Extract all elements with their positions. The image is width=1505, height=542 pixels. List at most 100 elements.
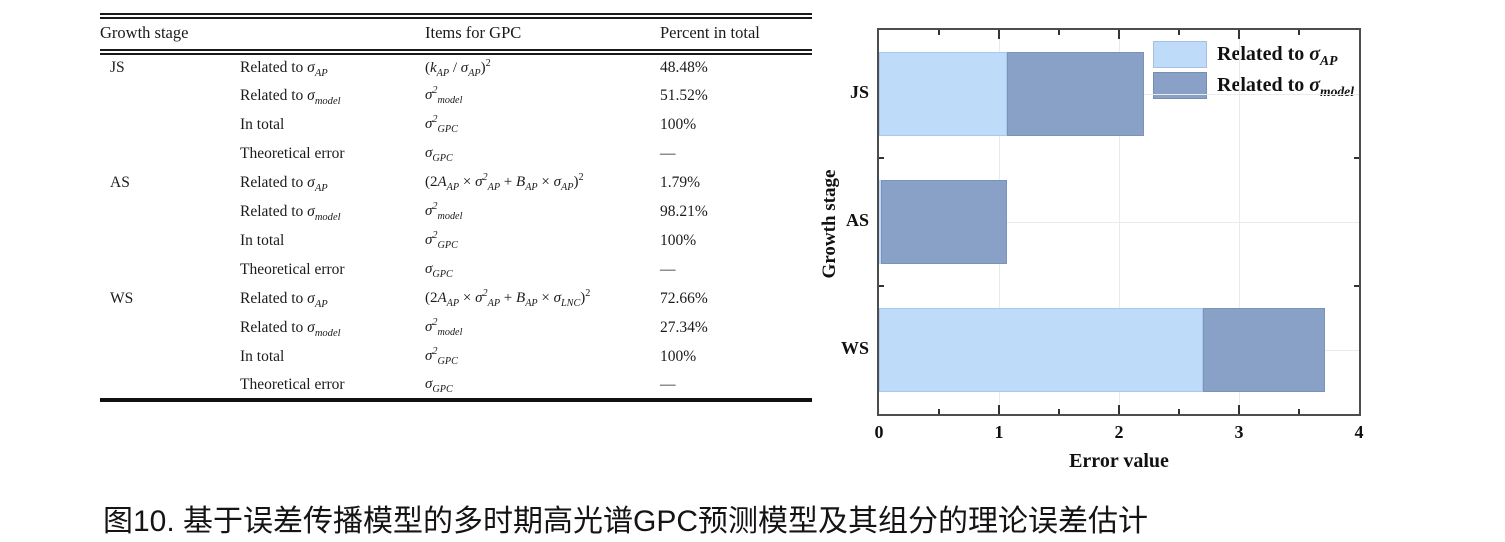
x-minor-tick: [1298, 409, 1300, 414]
plot-area: Related to σAP Related to σmodel: [877, 28, 1361, 416]
col-header-growth-stage: Growth stage: [100, 13, 425, 55]
cell-percent: —: [660, 260, 676, 278]
x-major-tick: [1238, 405, 1240, 414]
cell-stage: AS: [110, 173, 130, 191]
cell-stage: JS: [110, 59, 125, 76]
cell-percent: 27.34%: [660, 318, 708, 336]
cell-item: Theoretical error: [240, 371, 425, 402]
bar-segment-js: [1007, 52, 1145, 136]
cell-percent: 72.66%: [660, 289, 708, 307]
cell-stage: [100, 342, 240, 371]
cell-percent: 100%: [660, 231, 697, 249]
y-minor-tick-right: [1354, 157, 1359, 159]
x-minor-tick-top: [1058, 30, 1060, 35]
x-minor-tick: [1058, 409, 1060, 414]
y-category-label-as: AS: [845, 210, 869, 230]
cell-item: Related to σAP: [240, 289, 328, 310]
x-minor-tick-top: [938, 30, 940, 35]
cell-stage: [100, 110, 240, 139]
cell-formula: (kAP / σAP)2: [425, 57, 491, 79]
legend-entry: Related to σAP: [1153, 41, 1354, 68]
y-minor-tick: [879, 285, 884, 287]
cell-item: In total: [240, 231, 285, 249]
cell-stage: [100, 81, 240, 110]
cell-item: Theoretical error: [240, 260, 345, 278]
cell-formula: σGPC: [425, 371, 660, 402]
table-row: AS Related to σAP (2AAP × σ2AP + BAP × σAP…: [100, 168, 812, 197]
cell-percent: 100%: [660, 115, 697, 133]
y-minor-tick: [879, 157, 884, 159]
table-header-row: Growth stage Items for GPC Percent in to…: [100, 13, 812, 55]
bar-segment-ws: [1203, 308, 1326, 392]
gridline-horizontal: [879, 222, 1359, 223]
x-major-tick: [1118, 405, 1120, 414]
cell-stage: [100, 313, 240, 342]
cell-formula: σ2model: [425, 85, 463, 106]
bar-segment-as: [879, 180, 882, 264]
cell-percent: 100%: [660, 347, 697, 365]
col-header-items-for-gpc: Items for GPC: [425, 13, 660, 55]
cell-percent: 98.21%: [660, 202, 708, 220]
x-tick-label: 1: [994, 422, 1004, 442]
table-row: In total σ2GPC 100%: [100, 226, 812, 255]
bar-segment-as: [881, 180, 1008, 264]
figure-caption: 图10. 基于误差传播模型的多时期高光谱GPC预测模型及其组分的理论误差估计: [103, 505, 1149, 538]
cell-stage: [100, 255, 240, 284]
cell-stage: [100, 139, 240, 168]
x-minor-tick-top: [1298, 30, 1300, 35]
cell-stage: [100, 371, 240, 402]
cell-formula: σ2model: [425, 317, 463, 338]
bar-segment-ws: [879, 308, 1203, 392]
table-row: Related to σmodel σ2model 27.34%: [100, 313, 812, 342]
x-tick-label: 0: [874, 422, 884, 442]
cell-item: Related to σAP: [240, 59, 328, 80]
cell-percent: —: [660, 144, 676, 162]
x-tick-label: 3: [1234, 422, 1244, 442]
table-body: JS Related to σAP (kAP / σAP)2 48.48% Relate…: [100, 52, 812, 402]
y-category-label-js: JS: [849, 82, 869, 102]
cell-formula: σ2GPC: [425, 230, 458, 251]
cell-percent: 51.52%: [660, 86, 708, 104]
table-row: Theoretical error σGPC —: [100, 255, 812, 284]
x-major-tick: [998, 405, 1000, 414]
cell-stage: [100, 226, 240, 255]
chart-legend: Related to σAP Related to σmodel: [1153, 41, 1354, 103]
y-category-label-ws: WS: [840, 338, 869, 358]
cell-item: Theoretical error: [240, 144, 345, 162]
table-row: JS Related to σAP (kAP / σAP)2 48.48%: [100, 52, 812, 81]
col-header-percent-in-total: Percent in total: [660, 13, 812, 55]
cell-formula: σ2GPC: [425, 346, 458, 367]
error-bar-chart: Growth stage Related to σAP Related to σm…: [815, 8, 1415, 494]
legend-label: Related to σAP: [1217, 43, 1338, 68]
cell-stage: WS: [110, 289, 134, 307]
x-minor-tick: [1178, 409, 1180, 414]
cell-stage: [100, 197, 240, 226]
cell-percent: —: [660, 371, 812, 402]
table-row: Related to σmodel σ2model 51.52%: [100, 81, 812, 110]
x-major-tick-top: [1238, 30, 1240, 39]
table-row: Theoretical error σGPC —: [100, 371, 812, 402]
cell-formula: σGPC: [425, 145, 453, 164]
x-minor-tick: [938, 409, 940, 414]
x-major-tick-top: [1118, 30, 1120, 39]
legend-swatch: [1153, 41, 1208, 68]
table-row: WS Related to σAP (2AAP × σ2AP + BAP × σLN…: [100, 284, 812, 313]
x-axis-title: Error value: [1069, 450, 1169, 472]
table-row: In total σ2GPC 100%: [100, 342, 812, 371]
x-minor-tick-top: [1178, 30, 1180, 35]
cell-formula: (2AAP × σ2AP + BAP × σLNC)2: [425, 288, 591, 309]
cell-formula: σGPC: [425, 261, 453, 280]
error-components-table: Growth stage Items for GPC Percent in to…: [100, 13, 812, 402]
cell-formula: σ2model: [425, 201, 463, 222]
cell-item: Related to σmodel: [240, 202, 341, 223]
cell-item: In total: [240, 347, 285, 365]
x-tick-label: 4: [1354, 422, 1364, 442]
cell-item: In total: [240, 115, 285, 133]
x-major-tick-top: [998, 30, 1000, 39]
cell-item: Related to σmodel: [240, 86, 341, 107]
table-row: Theoretical error σGPC —: [100, 139, 812, 168]
y-minor-tick-right: [1354, 285, 1359, 287]
table-row: Related to σmodel σ2model 98.21%: [100, 197, 812, 226]
cell-formula: (2AAP × σ2AP + BAP × σAP)2: [425, 172, 584, 193]
